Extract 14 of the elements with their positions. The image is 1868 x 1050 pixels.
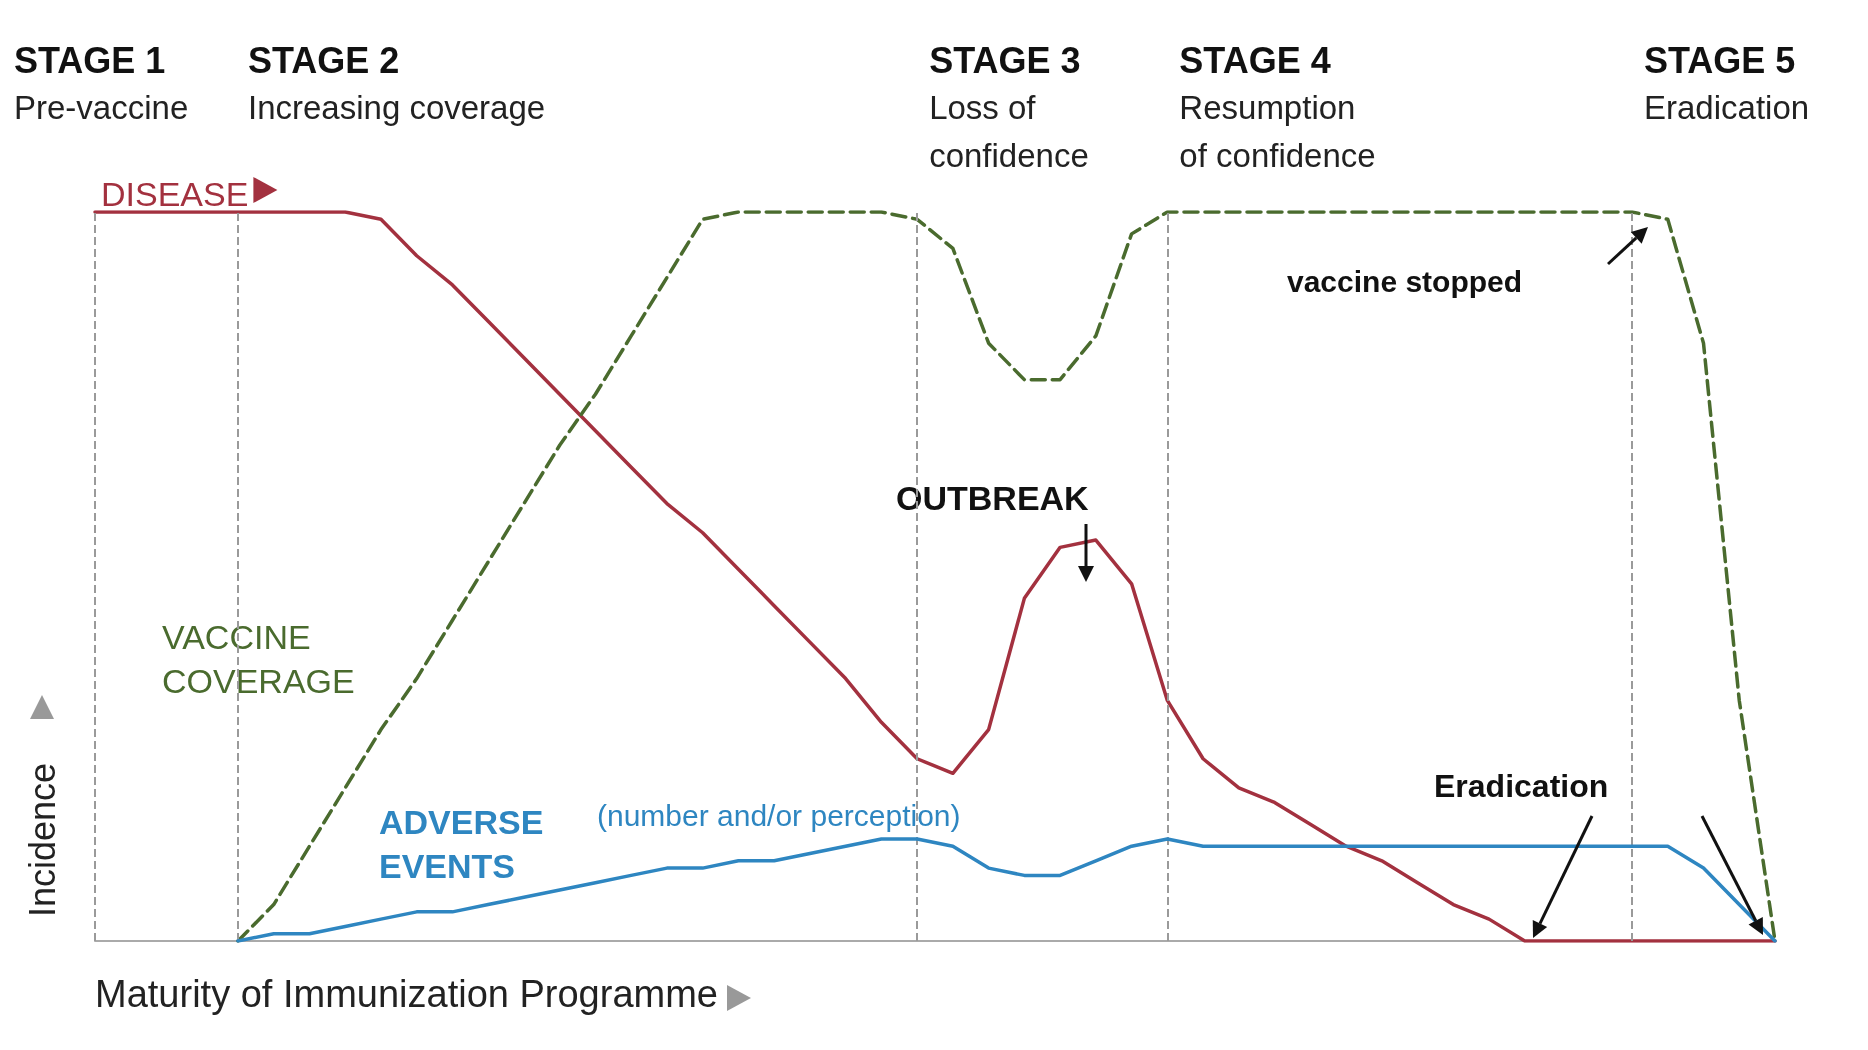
series-label: VACCINE COVERAGE: [162, 618, 355, 700]
text: STAGE 2 Increasing coverage: [247, 39, 546, 126]
text: STAGE 3 Loss of confidence: [929, 39, 1089, 174]
annotation: vaccine stopped: [1287, 264, 1523, 298]
series-label: ADVERSE EVENTS: [379, 803, 544, 885]
annotation: Eradication: [1434, 768, 1609, 804]
annotation: (number and/or perception): [597, 798, 961, 832]
legend-label: DISEASE: [101, 175, 249, 213]
text: STAGE 5 Eradication: [1644, 39, 1810, 126]
y-axis-title: Incidence: [21, 762, 63, 918]
annotation: OUTBREAK: [896, 479, 1090, 517]
text: STAGE 1 Pre-vaccine: [14, 39, 189, 126]
x-axis-title: Maturity of Immunization Programme: [95, 973, 718, 1015]
text: STAGE 4 Resumption of confidence: [1179, 39, 1376, 174]
